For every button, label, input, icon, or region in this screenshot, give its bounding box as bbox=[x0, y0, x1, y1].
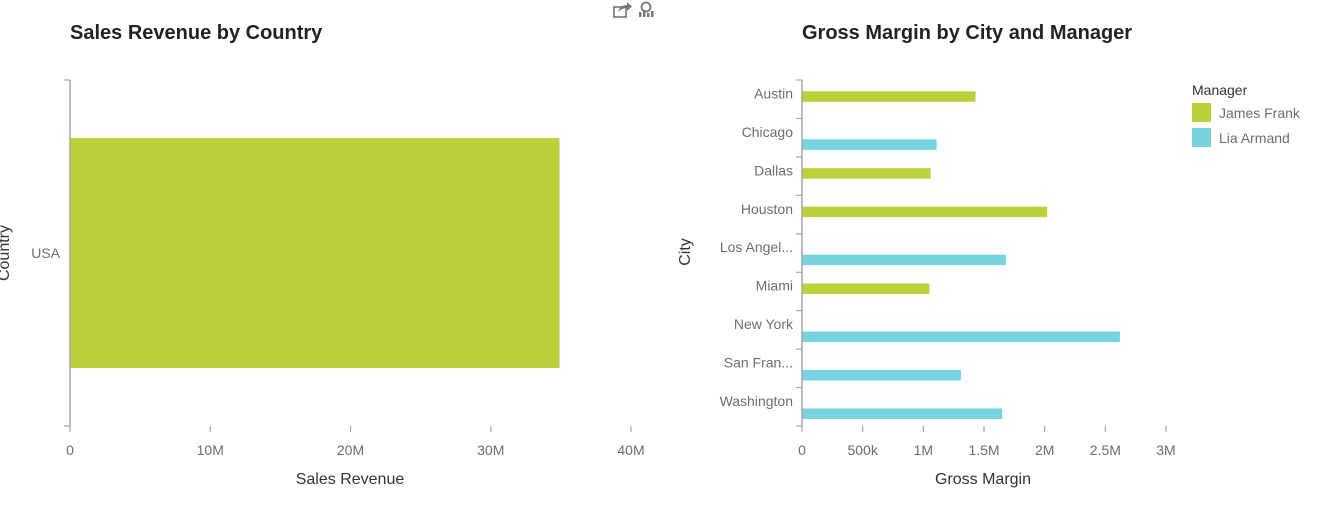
sales-revenue-chart: Sales Revenue by Country USA 0 10M 20M 30M 40… bbox=[0, 22, 645, 488]
y-tick-label: Houston bbox=[741, 201, 793, 217]
x-tick-label: 40M bbox=[617, 442, 644, 458]
chart2-x-axis-title: Gross Margin bbox=[935, 471, 1031, 488]
legend-title: Manager bbox=[1192, 82, 1248, 98]
gross-margin-chart: Gross Margin by City and Manager Austin C… bbox=[677, 22, 1301, 488]
x-tick-label: 10M bbox=[197, 442, 224, 458]
chart2-y-axis-title: City bbox=[677, 238, 694, 266]
chart1-x-axis-title: Sales Revenue bbox=[296, 471, 405, 488]
bar-dallas-james-frank[interactable] bbox=[802, 168, 931, 179]
bar-austin-james-frank[interactable] bbox=[802, 91, 976, 102]
x-tick-label: 2.5M bbox=[1090, 442, 1121, 458]
bar-new-york-lia-armand[interactable] bbox=[802, 331, 1120, 343]
chart1-y-axis-title: Country bbox=[0, 225, 13, 281]
x-tick-label: 1.5M bbox=[968, 442, 999, 458]
legend-label[interactable]: Lia Armand bbox=[1219, 130, 1290, 146]
x-tick-label: 0 bbox=[66, 442, 74, 458]
y-tick-label: Chicago bbox=[742, 124, 794, 140]
bar-san-fran--lia-armand[interactable] bbox=[802, 370, 961, 381]
y-tick-label: Los Angel... bbox=[720, 239, 793, 255]
y-tick-label: San Fran... bbox=[724, 355, 793, 371]
share-icon[interactable] bbox=[613, 2, 632, 18]
bar-miami-james-frank[interactable] bbox=[802, 283, 930, 295]
y-tick-label: Austin bbox=[754, 85, 793, 101]
x-tick-label: 30M bbox=[477, 442, 504, 458]
chart2-title: Gross Margin by City and Manager bbox=[802, 22, 1132, 44]
y-tick-label: New York bbox=[734, 316, 794, 332]
y-tick-label: USA bbox=[31, 245, 60, 261]
y-tick-label: Miami bbox=[756, 278, 793, 294]
x-tick-label: 20M bbox=[337, 442, 364, 458]
bar-los-angel--lia-armand[interactable] bbox=[802, 254, 1006, 266]
y-tick-label: Washington bbox=[720, 393, 793, 409]
bar-houston-james-frank[interactable] bbox=[802, 206, 1048, 218]
x-tick-label: 1M bbox=[914, 442, 933, 458]
legend-label[interactable]: James Frank bbox=[1219, 105, 1301, 121]
x-tick-label: 0 bbox=[798, 442, 806, 458]
chart2-legend: Manager James Frank Lia Armand bbox=[1192, 82, 1301, 147]
legend-swatch[interactable] bbox=[1192, 103, 1211, 122]
y-tick-label: Dallas bbox=[754, 162, 793, 178]
x-tick-label: 500k bbox=[847, 442, 878, 458]
bar-washington-lia-armand[interactable] bbox=[802, 408, 1003, 419]
x-tick-label: 3M bbox=[1156, 442, 1175, 458]
legend-swatch[interactable] bbox=[1192, 128, 1211, 147]
chart1-title: Sales Revenue by Country bbox=[70, 22, 323, 44]
bar-chicago-lia-armand[interactable] bbox=[802, 139, 937, 150]
chart-zoom-icon[interactable] bbox=[639, 1, 654, 18]
x-tick-label: 2M bbox=[1035, 442, 1054, 458]
bar-usa[interactable] bbox=[70, 137, 560, 369]
